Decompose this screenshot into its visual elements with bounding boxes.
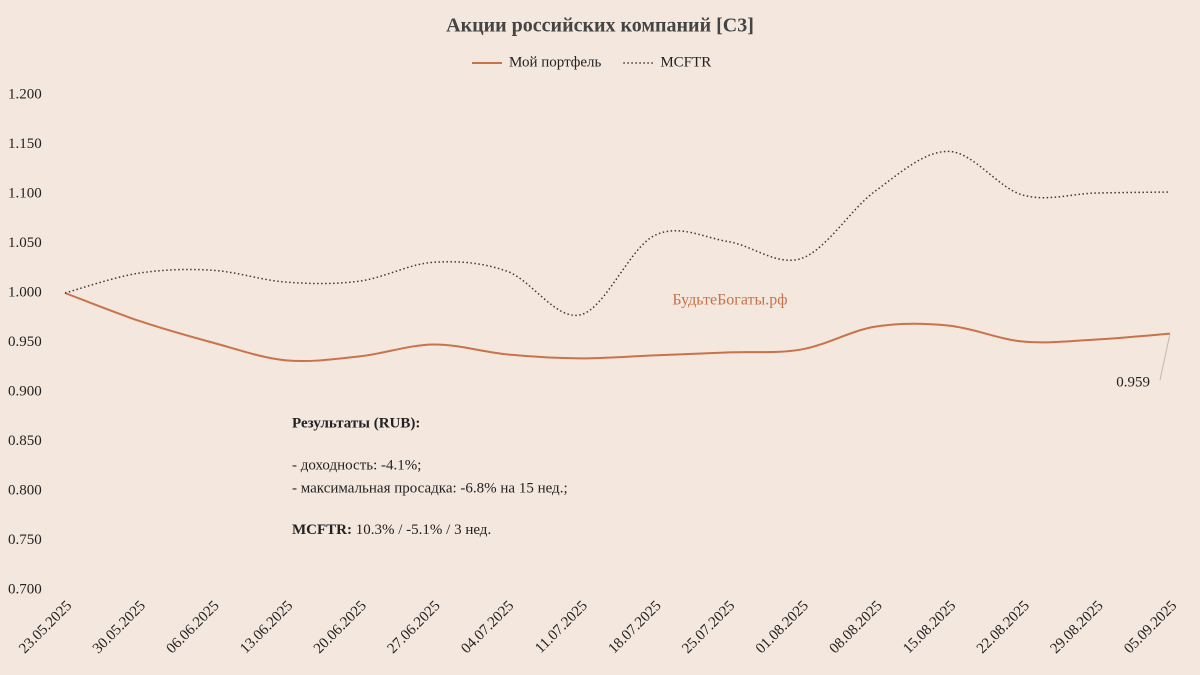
y-tick-label: 1.050 xyxy=(8,235,42,251)
annotation-line: - доходность: -4.1%; xyxy=(292,457,421,473)
watermark: БудьтеБогаты.рф xyxy=(672,292,787,309)
y-tick-label: 0.750 xyxy=(8,532,42,548)
annotation-mcftr-text: 10.3% / -5.1% / 3 нед. xyxy=(356,522,491,538)
legend-label: Мой портфель xyxy=(509,54,601,70)
annotation-mcftr-label: MCFTR: xyxy=(292,522,352,538)
y-tick-label: 1.100 xyxy=(8,185,42,201)
y-tick-label: 0.900 xyxy=(8,383,42,399)
annotation-heading: Результаты (RUB): xyxy=(292,415,420,431)
y-tick-label: 1.150 xyxy=(8,136,42,152)
chart-title: Акции российских компаний [С3] xyxy=(446,15,754,37)
data-label: 0.959 xyxy=(1116,374,1150,390)
legend-label: MCFTR xyxy=(660,54,711,70)
y-tick-label: 1.000 xyxy=(8,284,42,300)
series-line xyxy=(64,150,1171,316)
y-tick-label: 1.200 xyxy=(8,86,42,102)
y-tick-label: 0.700 xyxy=(8,581,42,597)
annotation-line: - максимальная просадка: -6.8% на 15 нед… xyxy=(292,480,568,496)
y-tick-label: 0.800 xyxy=(8,482,42,498)
y-tick-label: 0.850 xyxy=(8,433,42,449)
annotation-mcftr: MCFTR: 10.3% / -5.1% / 3 нед. xyxy=(292,522,491,538)
y-tick-label: 0.950 xyxy=(8,334,42,350)
series-line xyxy=(64,292,1171,363)
leader-line xyxy=(1159,333,1171,381)
